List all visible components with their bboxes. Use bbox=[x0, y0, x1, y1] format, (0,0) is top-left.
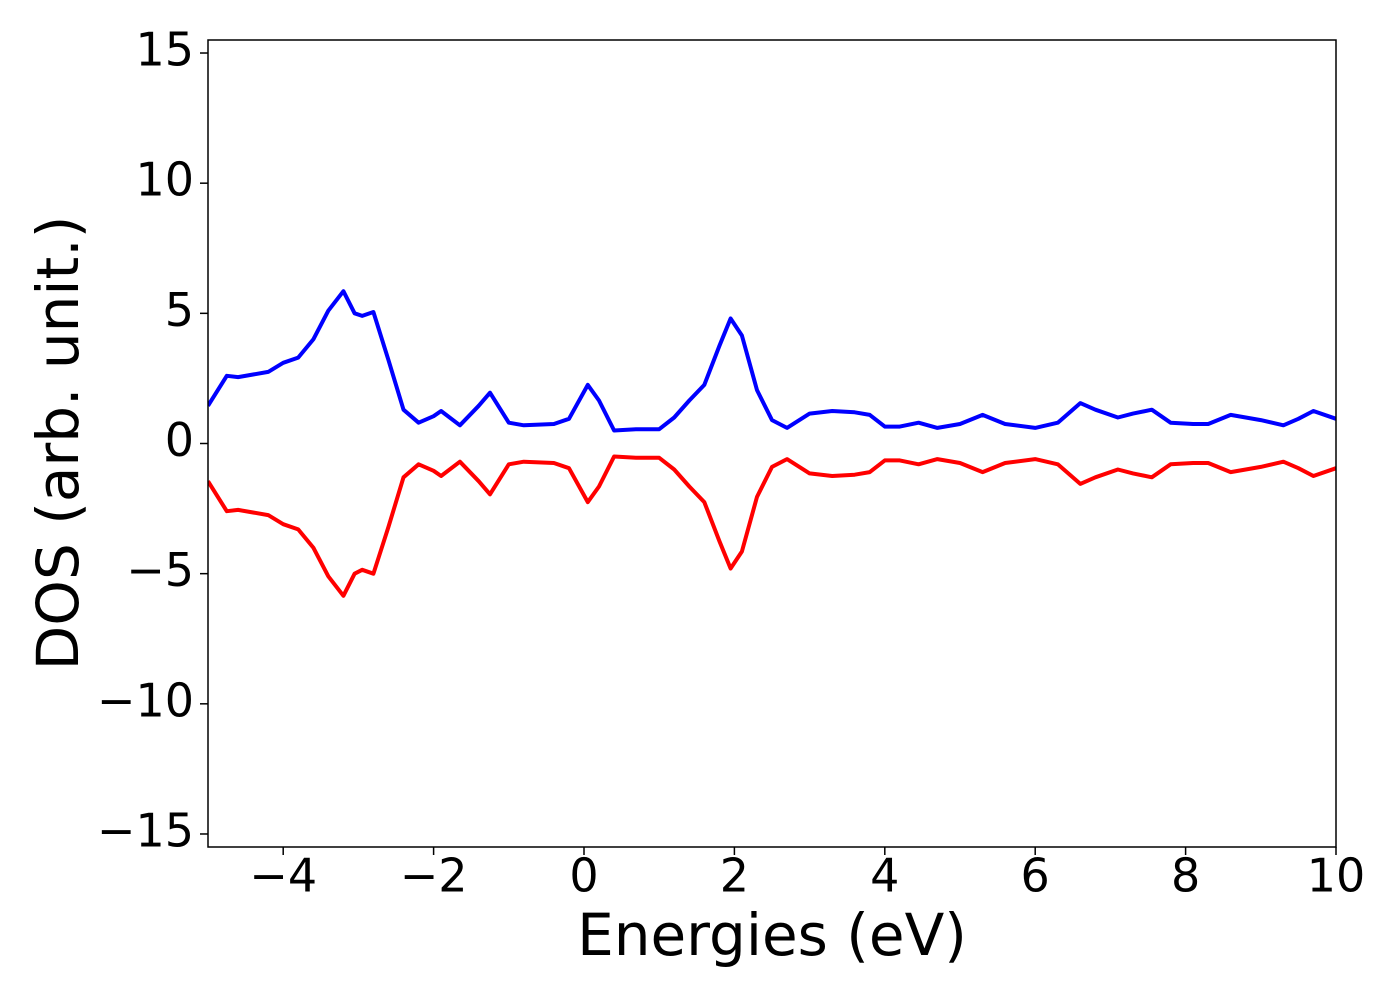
x-tick-label: 2 bbox=[720, 849, 749, 903]
x-tick-label: 8 bbox=[1171, 849, 1200, 903]
y-tick-label: 5 bbox=[165, 283, 194, 337]
x-tick-label: −4 bbox=[249, 849, 317, 903]
y-tick-label: 10 bbox=[135, 153, 194, 207]
x-axis-label: Energies (eV) bbox=[577, 901, 967, 969]
series-line bbox=[208, 454, 1336, 598]
x-tick-label: 4 bbox=[870, 849, 899, 903]
y-axis-label: DOS (arb. unit.) bbox=[24, 216, 92, 671]
y-tick-label: −10 bbox=[97, 673, 194, 727]
series-line bbox=[208, 289, 1336, 433]
x-tick-label: 0 bbox=[569, 849, 598, 903]
x-tick-label: −2 bbox=[400, 849, 468, 903]
y-tick-label: 0 bbox=[165, 413, 194, 467]
y-tick-label: 15 bbox=[135, 23, 194, 77]
y-tick-label: −5 bbox=[126, 543, 194, 597]
y-tick-label: −15 bbox=[97, 803, 194, 857]
x-tick-label: 6 bbox=[1021, 849, 1050, 903]
plot-frame bbox=[207, 39, 1337, 848]
x-tick-label: 10 bbox=[1307, 849, 1366, 903]
